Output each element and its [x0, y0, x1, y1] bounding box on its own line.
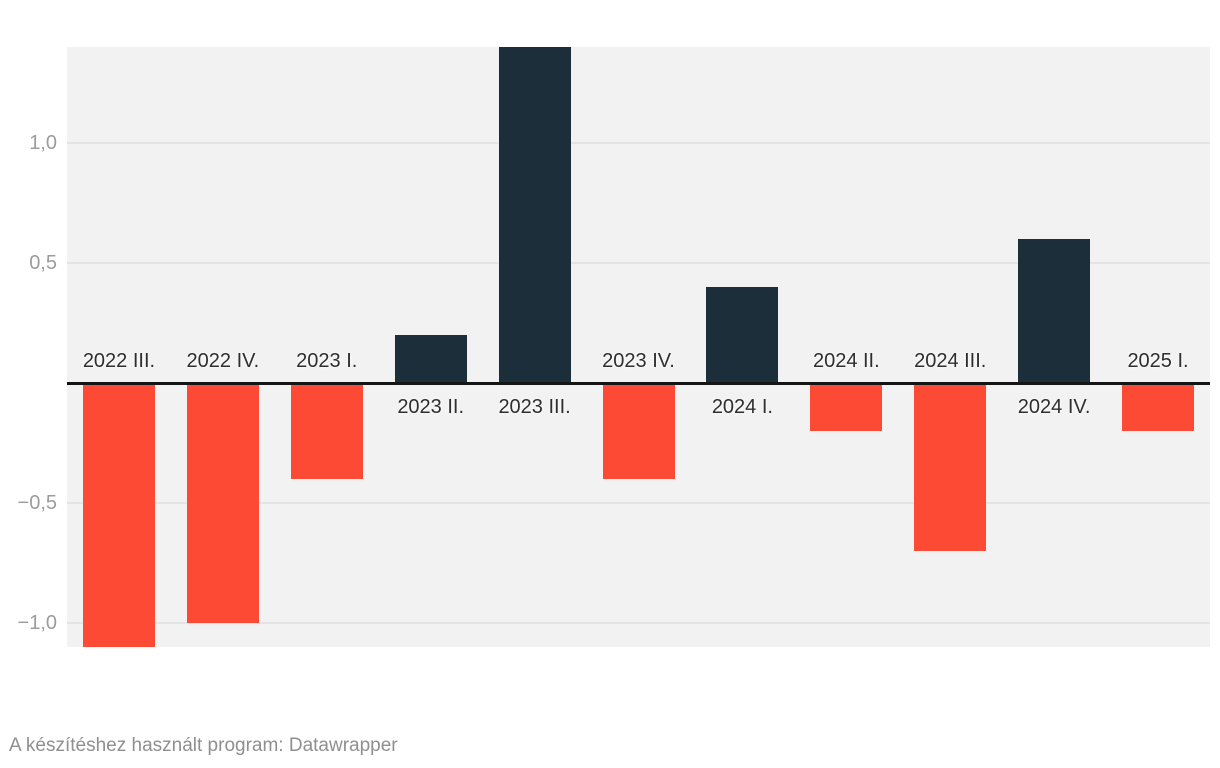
x-label-2025-i: 2025 I. — [1127, 350, 1189, 372]
bar-2024-iii — [914, 383, 987, 551]
plot-area: 2022 III. 2022 IV. 2023 I. 2023 II. 2023 III… — [67, 47, 1210, 647]
y-tick-label-1-0: −1,0 — [17, 612, 57, 634]
x-label-2023-ii: 2023 II. — [397, 396, 465, 418]
bar-2025-i — [1122, 383, 1195, 431]
y-tick-label-1-0: 1,0 — [29, 132, 57, 154]
x-label-2024-ii: 2024 II. — [812, 350, 880, 372]
x-label-2023-i: 2023 I. — [296, 350, 358, 372]
gridline-1-0 — [67, 142, 1210, 144]
y-tick-label-0-5: −0,5 — [17, 492, 57, 514]
gridline-0-5 — [67, 502, 1210, 504]
bar-2024-i — [706, 287, 779, 383]
x-label-2024-i: 2024 I. — [711, 396, 773, 418]
bar-2023-iii — [498, 47, 571, 383]
bar-2023-iv — [602, 383, 675, 479]
x-label-2023-iv: 2023 IV. — [602, 350, 675, 372]
zero-baseline — [67, 382, 1210, 385]
bar-2024-iv — [1018, 239, 1091, 383]
x-label-2024-iv: 2024 IV. — [1017, 396, 1091, 418]
bar-2022-iii — [82, 383, 155, 647]
gridline-0-5 — [67, 262, 1210, 264]
bar-2023-ii — [394, 335, 467, 383]
x-label-2024-iii: 2024 III. — [914, 350, 987, 372]
x-label-2022-iii: 2022 III. — [82, 350, 156, 372]
chart-credit: A készítéshez használt program: Datawrap… — [9, 735, 398, 756]
bar-2022-iv — [186, 383, 259, 623]
y-axis: 1,0 0,5 −0,5 −1,0 — [0, 0, 57, 768]
x-label-2023-iii: 2023 III. — [498, 396, 571, 418]
x-label-2022-iv: 2022 IV. — [186, 350, 260, 372]
bar-2024-ii — [810, 383, 883, 431]
bar-2023-i — [290, 383, 363, 479]
y-tick-label-0-5: 0,5 — [29, 252, 57, 274]
gridline-1-0 — [67, 622, 1210, 624]
